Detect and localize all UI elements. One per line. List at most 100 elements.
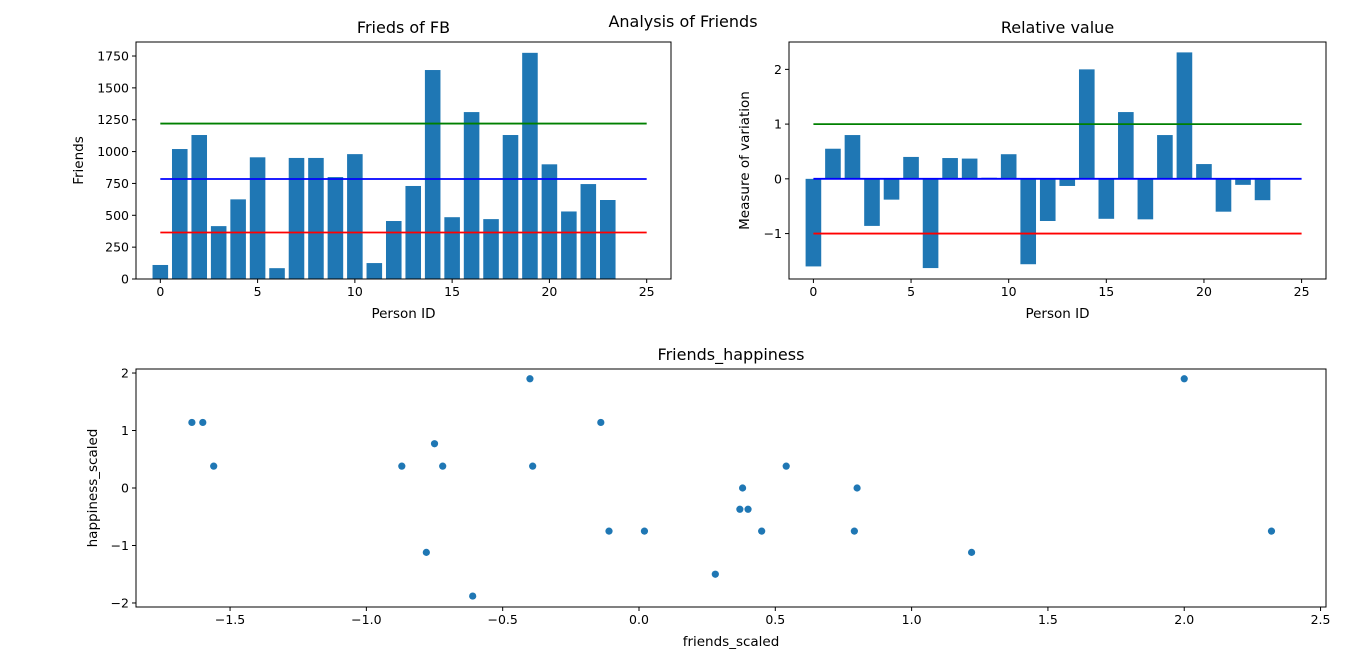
bar bbox=[1176, 52, 1193, 179]
x-tick-label: 5 bbox=[254, 284, 262, 299]
scatter-point bbox=[210, 462, 218, 470]
x-tick-label: 2.0 bbox=[1174, 612, 1194, 627]
bar bbox=[424, 70, 441, 279]
x-tick-label: 25 bbox=[1294, 284, 1310, 299]
x-tick-label: 20 bbox=[1196, 284, 1212, 299]
bar bbox=[152, 264, 169, 279]
bar bbox=[230, 199, 246, 279]
bar bbox=[864, 178, 880, 226]
bar bbox=[1059, 178, 1076, 186]
x-axis-label: Person ID bbox=[1025, 306, 1089, 322]
bar bbox=[269, 268, 285, 279]
scatter-point bbox=[605, 527, 613, 535]
scatter-point bbox=[1267, 527, 1276, 535]
bar bbox=[922, 178, 939, 269]
axes-frame bbox=[135, 41, 672, 280]
bar bbox=[561, 211, 577, 279]
scatter-point bbox=[1180, 375, 1188, 383]
bar bbox=[961, 158, 978, 179]
bar bbox=[1020, 178, 1037, 265]
y-tick-label: −1 bbox=[111, 538, 129, 553]
y-tick-label: 1000 bbox=[97, 144, 129, 159]
x-tick-label: 20 bbox=[541, 284, 557, 299]
bar bbox=[288, 157, 305, 279]
y-tick-label: 1500 bbox=[97, 80, 129, 95]
x-tick-label: −1.5 bbox=[215, 612, 245, 627]
scatter-point bbox=[736, 505, 744, 513]
bar bbox=[444, 217, 460, 279]
scatter-point bbox=[640, 527, 649, 535]
x-tick-label: 2.5 bbox=[1311, 612, 1331, 627]
bar bbox=[942, 158, 958, 179]
x-tick-label: 0.5 bbox=[765, 612, 785, 627]
friends-happiness-scatter: −1.5 −1.0 −0.5 0.0 0.5 1.0 1.5 2.0 2.5 −2 −1 0 1 2 Fri… bbox=[85, 345, 1330, 650]
bar bbox=[502, 135, 519, 279]
friends-bar-chart: 0 5 10 15 20 2502505007501000125015001750Frie… bbox=[71, 18, 672, 322]
bar bbox=[522, 52, 538, 279]
scatter-point bbox=[529, 462, 537, 470]
scatter-point bbox=[967, 548, 976, 556]
bar bbox=[1039, 178, 1056, 221]
bar bbox=[541, 164, 558, 279]
bar bbox=[599, 200, 616, 279]
x-tick-label: 15 bbox=[1098, 284, 1114, 299]
x-tick-label: 0.0 bbox=[629, 612, 649, 627]
bar bbox=[171, 149, 188, 279]
x-axis-label: Person ID bbox=[371, 306, 435, 322]
bar bbox=[308, 157, 324, 279]
bar bbox=[385, 221, 402, 279]
scatter-point bbox=[744, 505, 752, 513]
y-tick-label: 2 bbox=[774, 62, 782, 77]
y-tick-label: 1750 bbox=[97, 49, 129, 64]
bar bbox=[210, 226, 227, 279]
bar bbox=[825, 148, 841, 179]
y-axis-label: Friends bbox=[71, 136, 87, 185]
x-tick-label: 25 bbox=[639, 284, 655, 299]
bar bbox=[1157, 135, 1173, 179]
bar bbox=[1118, 112, 1134, 179]
bar bbox=[1000, 154, 1017, 179]
x-tick-label: −0.5 bbox=[487, 612, 517, 627]
y-tick-label: 500 bbox=[105, 208, 129, 223]
x-axis-label: friends_scaled bbox=[683, 634, 780, 650]
bar bbox=[1215, 178, 1232, 212]
scatter-point bbox=[850, 527, 858, 535]
x-tick-label: 15 bbox=[444, 284, 460, 299]
scatter-point bbox=[853, 484, 861, 492]
y-axis-label: happiness_scaled bbox=[85, 429, 101, 548]
y-tick-label: 1 bbox=[121, 423, 129, 438]
y-tick-label: −2 bbox=[111, 595, 129, 610]
y-tick-label: 1250 bbox=[97, 112, 129, 127]
bar bbox=[1196, 164, 1212, 179]
y-tick-label: 250 bbox=[105, 240, 129, 255]
x-tick-label: 10 bbox=[1001, 284, 1017, 299]
scatter-point bbox=[430, 440, 439, 448]
axes-frame bbox=[135, 368, 1327, 608]
scatter-point bbox=[469, 592, 477, 600]
y-tick-label: 0 bbox=[121, 272, 129, 287]
scatter-point bbox=[597, 418, 605, 427]
x-tick-label: 0 bbox=[809, 284, 817, 299]
bar bbox=[580, 184, 597, 279]
bar bbox=[347, 154, 363, 279]
x-tick-label: 0 bbox=[156, 284, 164, 299]
bar bbox=[327, 177, 344, 279]
x-tick-label: 5 bbox=[907, 284, 915, 299]
y-axis-label: Measure of variation bbox=[737, 91, 753, 230]
bar bbox=[249, 157, 266, 279]
bar bbox=[463, 112, 480, 279]
y-tick-label: 0 bbox=[774, 171, 782, 186]
axes-frame bbox=[788, 41, 1327, 280]
x-tick-label: 10 bbox=[347, 284, 363, 299]
scatter-point bbox=[422, 548, 430, 556]
bar bbox=[191, 135, 208, 279]
y-tick-label: 2 bbox=[121, 366, 129, 381]
scatter-point bbox=[758, 527, 766, 535]
scatter-point bbox=[738, 484, 747, 492]
x-tick-label: 1.0 bbox=[902, 612, 922, 627]
scatter-point bbox=[188, 418, 196, 427]
scatter-point bbox=[526, 375, 534, 383]
scatter-point bbox=[782, 462, 790, 470]
axes-title: Friends_happiness bbox=[658, 345, 805, 365]
